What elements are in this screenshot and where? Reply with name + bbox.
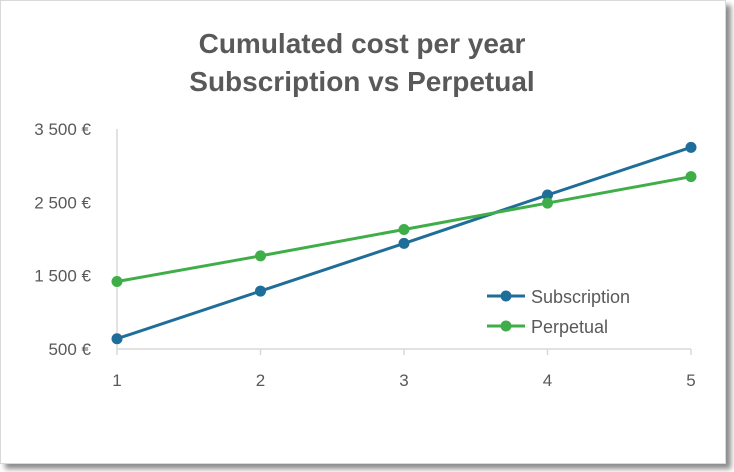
legend: Subscription Perpetual: [487, 287, 630, 337]
series-layer: [111, 141, 697, 345]
data-point-perpetual: [542, 197, 553, 209]
data-point-perpetual: [398, 223, 410, 235]
data-point-subscription: [255, 285, 266, 297]
data-point-perpetual: [111, 276, 123, 288]
x-tick-label: 5: [686, 371, 695, 390]
data-point-subscription: [398, 237, 410, 249]
x-tick-label: 3: [399, 371, 408, 390]
line-chart: Cumulated cost per year Subscription vs …: [34, 28, 697, 390]
x-tick-label: 2: [256, 371, 265, 390]
x-tick-label: 1: [112, 371, 121, 390]
y-tick-label: 1 500 €: [34, 267, 91, 286]
data-point-subscription: [111, 333, 123, 345]
y-axis-tick-labels: 3 500 € 2 500 € 1 500 € 500 €: [34, 120, 91, 359]
x-axis: 1 2 3 4 5: [112, 129, 696, 390]
legend-label-subscription: Subscription: [531, 287, 630, 307]
data-point-perpetual: [255, 250, 266, 262]
chart-frame: Cumulated cost per year Subscription vs …: [0, 0, 726, 464]
data-point-perpetual: [685, 171, 697, 183]
x-tick-label: 4: [543, 371, 552, 390]
y-tick-label: 500 €: [48, 340, 91, 359]
legend-marker-perpetual: [500, 320, 512, 332]
chart-title-line-2: Subscription vs Perpetual: [189, 66, 534, 97]
data-point-subscription: [685, 141, 697, 153]
legend-label-perpetual: Perpetual: [531, 317, 608, 337]
y-tick-label: 2 500 €: [34, 193, 91, 212]
legend-marker-subscription: [500, 290, 512, 302]
chart-title-line-1: Cumulated cost per year: [199, 28, 526, 59]
data-point-subscription: [542, 189, 553, 201]
y-tick-label: 3 500 €: [34, 120, 91, 139]
